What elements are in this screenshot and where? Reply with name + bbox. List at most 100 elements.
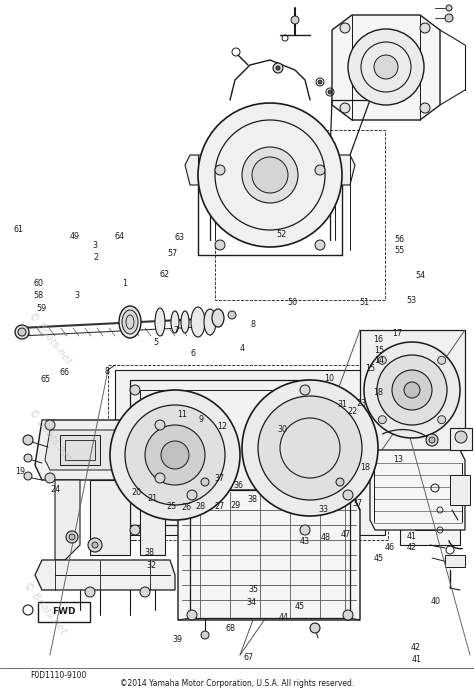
Circle shape: [45, 473, 55, 483]
Text: 63: 63: [174, 232, 184, 242]
Text: 43: 43: [300, 536, 310, 546]
Circle shape: [340, 23, 350, 33]
Circle shape: [15, 325, 29, 339]
Circle shape: [315, 240, 325, 250]
Circle shape: [24, 454, 32, 462]
Bar: [60, 435, 100, 465]
Text: 39: 39: [173, 634, 183, 644]
Circle shape: [300, 525, 310, 535]
Text: 50: 50: [287, 298, 298, 307]
Text: 29: 29: [230, 501, 241, 511]
Circle shape: [201, 631, 209, 639]
Bar: [108, 365, 388, 540]
Circle shape: [215, 240, 225, 250]
Bar: [445, 555, 465, 567]
Bar: [140, 390, 300, 515]
Bar: [130, 380, 310, 525]
Text: 3: 3: [92, 240, 97, 250]
Text: 33: 33: [318, 504, 328, 514]
Circle shape: [336, 478, 344, 486]
Text: 59: 59: [36, 304, 46, 314]
Circle shape: [242, 380, 378, 516]
Circle shape: [404, 382, 420, 398]
Text: 57: 57: [167, 249, 177, 258]
Text: 51: 51: [359, 298, 369, 307]
Circle shape: [125, 405, 225, 505]
Circle shape: [110, 390, 240, 520]
Text: 38: 38: [247, 495, 257, 504]
Text: 15: 15: [374, 346, 384, 355]
Text: 65: 65: [41, 375, 51, 384]
Circle shape: [429, 437, 435, 443]
Circle shape: [438, 357, 446, 364]
Circle shape: [374, 55, 398, 79]
Circle shape: [273, 63, 283, 73]
Circle shape: [426, 434, 438, 446]
Text: 60: 60: [34, 278, 44, 288]
Circle shape: [228, 311, 236, 319]
Circle shape: [364, 342, 460, 438]
Text: 40: 40: [431, 596, 441, 606]
Text: 36: 36: [233, 481, 243, 491]
Text: 58: 58: [34, 291, 44, 301]
Text: 31: 31: [337, 399, 348, 409]
Text: 52: 52: [276, 230, 286, 240]
Text: 48: 48: [321, 533, 331, 542]
Text: 45: 45: [373, 553, 383, 563]
Text: 37: 37: [214, 474, 224, 484]
Text: 42: 42: [411, 643, 421, 652]
Polygon shape: [185, 155, 355, 185]
Text: 35: 35: [248, 585, 259, 594]
Text: 21: 21: [147, 494, 158, 504]
Ellipse shape: [181, 311, 189, 333]
Polygon shape: [332, 15, 440, 120]
Ellipse shape: [171, 311, 179, 333]
Circle shape: [446, 5, 452, 11]
Text: 4: 4: [239, 343, 244, 353]
Text: 54: 54: [416, 270, 426, 280]
Bar: [65, 440, 95, 460]
Circle shape: [300, 385, 310, 395]
Text: 8: 8: [250, 319, 255, 329]
Ellipse shape: [122, 310, 138, 334]
Text: 30: 30: [277, 424, 287, 434]
Circle shape: [130, 525, 140, 535]
Text: 15: 15: [365, 364, 376, 374]
Text: 6: 6: [191, 348, 196, 358]
Text: 45: 45: [294, 602, 305, 612]
Circle shape: [201, 478, 209, 486]
Circle shape: [187, 610, 197, 620]
Ellipse shape: [212, 309, 224, 327]
Polygon shape: [140, 480, 165, 555]
Text: 68: 68: [226, 624, 236, 634]
Text: 55: 55: [394, 245, 405, 255]
Ellipse shape: [119, 306, 141, 338]
Circle shape: [377, 355, 447, 425]
Circle shape: [455, 431, 467, 443]
Text: 67: 67: [244, 653, 254, 663]
Text: 53: 53: [406, 296, 417, 305]
Text: 37: 37: [353, 498, 363, 508]
Circle shape: [420, 103, 430, 113]
Text: 27: 27: [214, 502, 225, 511]
Circle shape: [155, 420, 165, 430]
Text: 56: 56: [394, 235, 405, 245]
Text: 9: 9: [199, 415, 203, 424]
Text: 8: 8: [104, 367, 109, 377]
Text: 44: 44: [278, 612, 289, 622]
Text: 1: 1: [122, 278, 127, 288]
Bar: [360, 330, 465, 450]
Text: 32: 32: [146, 560, 157, 570]
Circle shape: [445, 14, 453, 22]
Text: 38: 38: [144, 548, 155, 558]
Text: 19: 19: [15, 467, 25, 477]
Text: 62: 62: [159, 269, 170, 279]
Circle shape: [276, 66, 280, 70]
Circle shape: [161, 441, 189, 469]
Circle shape: [343, 610, 353, 620]
Circle shape: [258, 396, 362, 500]
Circle shape: [45, 420, 55, 430]
Text: 64: 64: [114, 231, 125, 241]
Polygon shape: [55, 480, 80, 560]
Circle shape: [438, 416, 446, 424]
